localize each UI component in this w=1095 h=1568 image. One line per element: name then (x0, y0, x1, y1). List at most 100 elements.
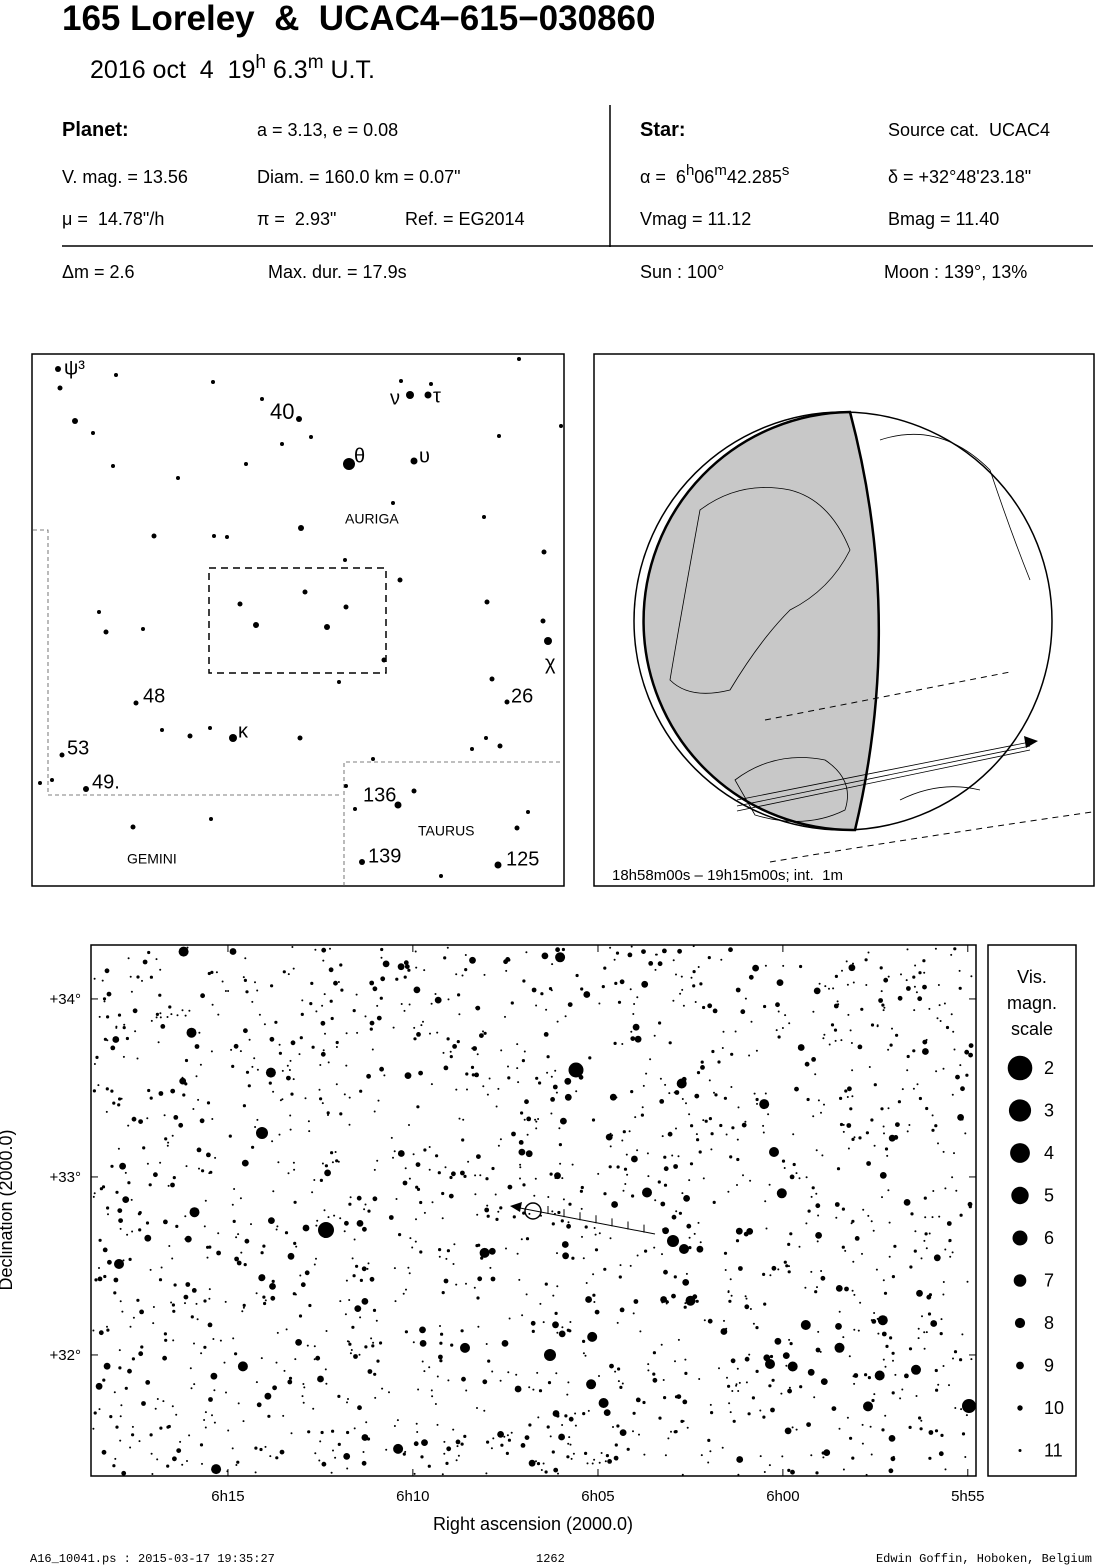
star-dot (346, 1467, 349, 1470)
star-dot (556, 1331, 559, 1334)
star-dot (959, 1213, 963, 1217)
star-dot (928, 1232, 931, 1235)
star-dot (403, 975, 407, 979)
star-dot (928, 1430, 934, 1435)
star-dot (835, 1323, 842, 1330)
star-dot (485, 1343, 488, 1345)
star-dot (804, 1061, 810, 1067)
minute-unit: m (308, 52, 324, 73)
star-dot (850, 1042, 853, 1044)
star-dot (951, 1251, 954, 1254)
star-dot (635, 1397, 641, 1403)
star-dot (930, 1320, 938, 1327)
star-dot (558, 1143, 563, 1147)
star-dot (121, 1310, 124, 1313)
star-dot (200, 993, 206, 999)
star-dot (616, 1321, 619, 1324)
star-dot (813, 987, 821, 995)
star-dot (371, 1048, 374, 1051)
star-dot (932, 1190, 935, 1192)
star-dot (851, 1289, 854, 1292)
star-dot (615, 1096, 618, 1099)
legend-label: 10 (1044, 1398, 1064, 1418)
star-dot (429, 382, 433, 386)
star-dot (234, 1352, 238, 1356)
coastline (669, 487, 851, 694)
star-dot (811, 1186, 815, 1190)
star-dot (544, 637, 552, 645)
star-dot (269, 1283, 276, 1290)
star-dot (270, 984, 274, 988)
star-dot (636, 1254, 639, 1257)
star-dot (407, 968, 411, 972)
star-dot (591, 1462, 594, 1465)
star-dot (175, 1224, 179, 1228)
star-dot (730, 1052, 734, 1056)
star-dot (725, 1133, 728, 1136)
star-dot (906, 1130, 909, 1133)
star-dot (720, 1328, 728, 1335)
star-dot (700, 1065, 705, 1070)
arrow (1024, 736, 1038, 748)
star-dot (555, 1372, 558, 1375)
star-dot (244, 957, 247, 960)
star-dot (463, 1434, 467, 1438)
star-dot (764, 1092, 767, 1095)
star-dot (446, 1249, 450, 1253)
star-dot (335, 1040, 339, 1045)
star-dot (552, 1321, 559, 1329)
star-dot (504, 1015, 506, 1018)
star-dot (906, 1069, 909, 1072)
star-dot (767, 1113, 770, 1116)
star-dot (102, 1247, 108, 1253)
star-dot (381, 657, 387, 663)
star-dot (322, 1049, 325, 1052)
star-dot (828, 1043, 831, 1046)
star-dot (130, 824, 136, 830)
star-dot (503, 1435, 506, 1438)
star-dot (131, 1230, 134, 1233)
star-dot (349, 1196, 352, 1199)
star-dot (622, 1189, 625, 1192)
star-dot (643, 1453, 646, 1456)
star-dot (297, 735, 303, 741)
star-dot (795, 1428, 798, 1431)
star-dot (275, 1361, 278, 1364)
star-dot (913, 1009, 916, 1012)
star-dot (127, 1368, 132, 1374)
star-dot (549, 1172, 553, 1176)
star-dot (897, 995, 903, 1001)
star-dot (337, 1442, 341, 1446)
star-dot (561, 947, 566, 952)
legend-title: magn. (1007, 993, 1057, 1013)
star-dot (146, 1162, 149, 1165)
star-dot (798, 1177, 801, 1180)
star-dot (278, 1133, 281, 1136)
star-dot (452, 1263, 455, 1265)
star-dot (540, 1469, 543, 1471)
star-dot (490, 1276, 496, 1282)
star-dot (105, 1110, 108, 1113)
star-dot (456, 1445, 459, 1448)
star-dot (953, 1048, 956, 1051)
star-dot (862, 1208, 865, 1211)
star-dot (953, 1152, 955, 1155)
star-dot (854, 1236, 860, 1241)
star-dot (208, 1397, 213, 1402)
star-dot (306, 1344, 309, 1347)
star-dot (344, 784, 348, 788)
star-dot (271, 1140, 274, 1143)
star-dot (764, 1200, 767, 1203)
star-dot (203, 1225, 206, 1228)
star-dot (458, 1013, 461, 1016)
star-dot (517, 357, 521, 361)
arrow (510, 1202, 522, 1212)
star-dot (175, 1413, 178, 1416)
star-dot (518, 1148, 526, 1156)
star-dot (290, 1432, 293, 1435)
star-dot (950, 953, 953, 956)
star-dot (560, 1117, 567, 1125)
star-dot (97, 1084, 100, 1087)
star-dot (519, 1166, 522, 1169)
